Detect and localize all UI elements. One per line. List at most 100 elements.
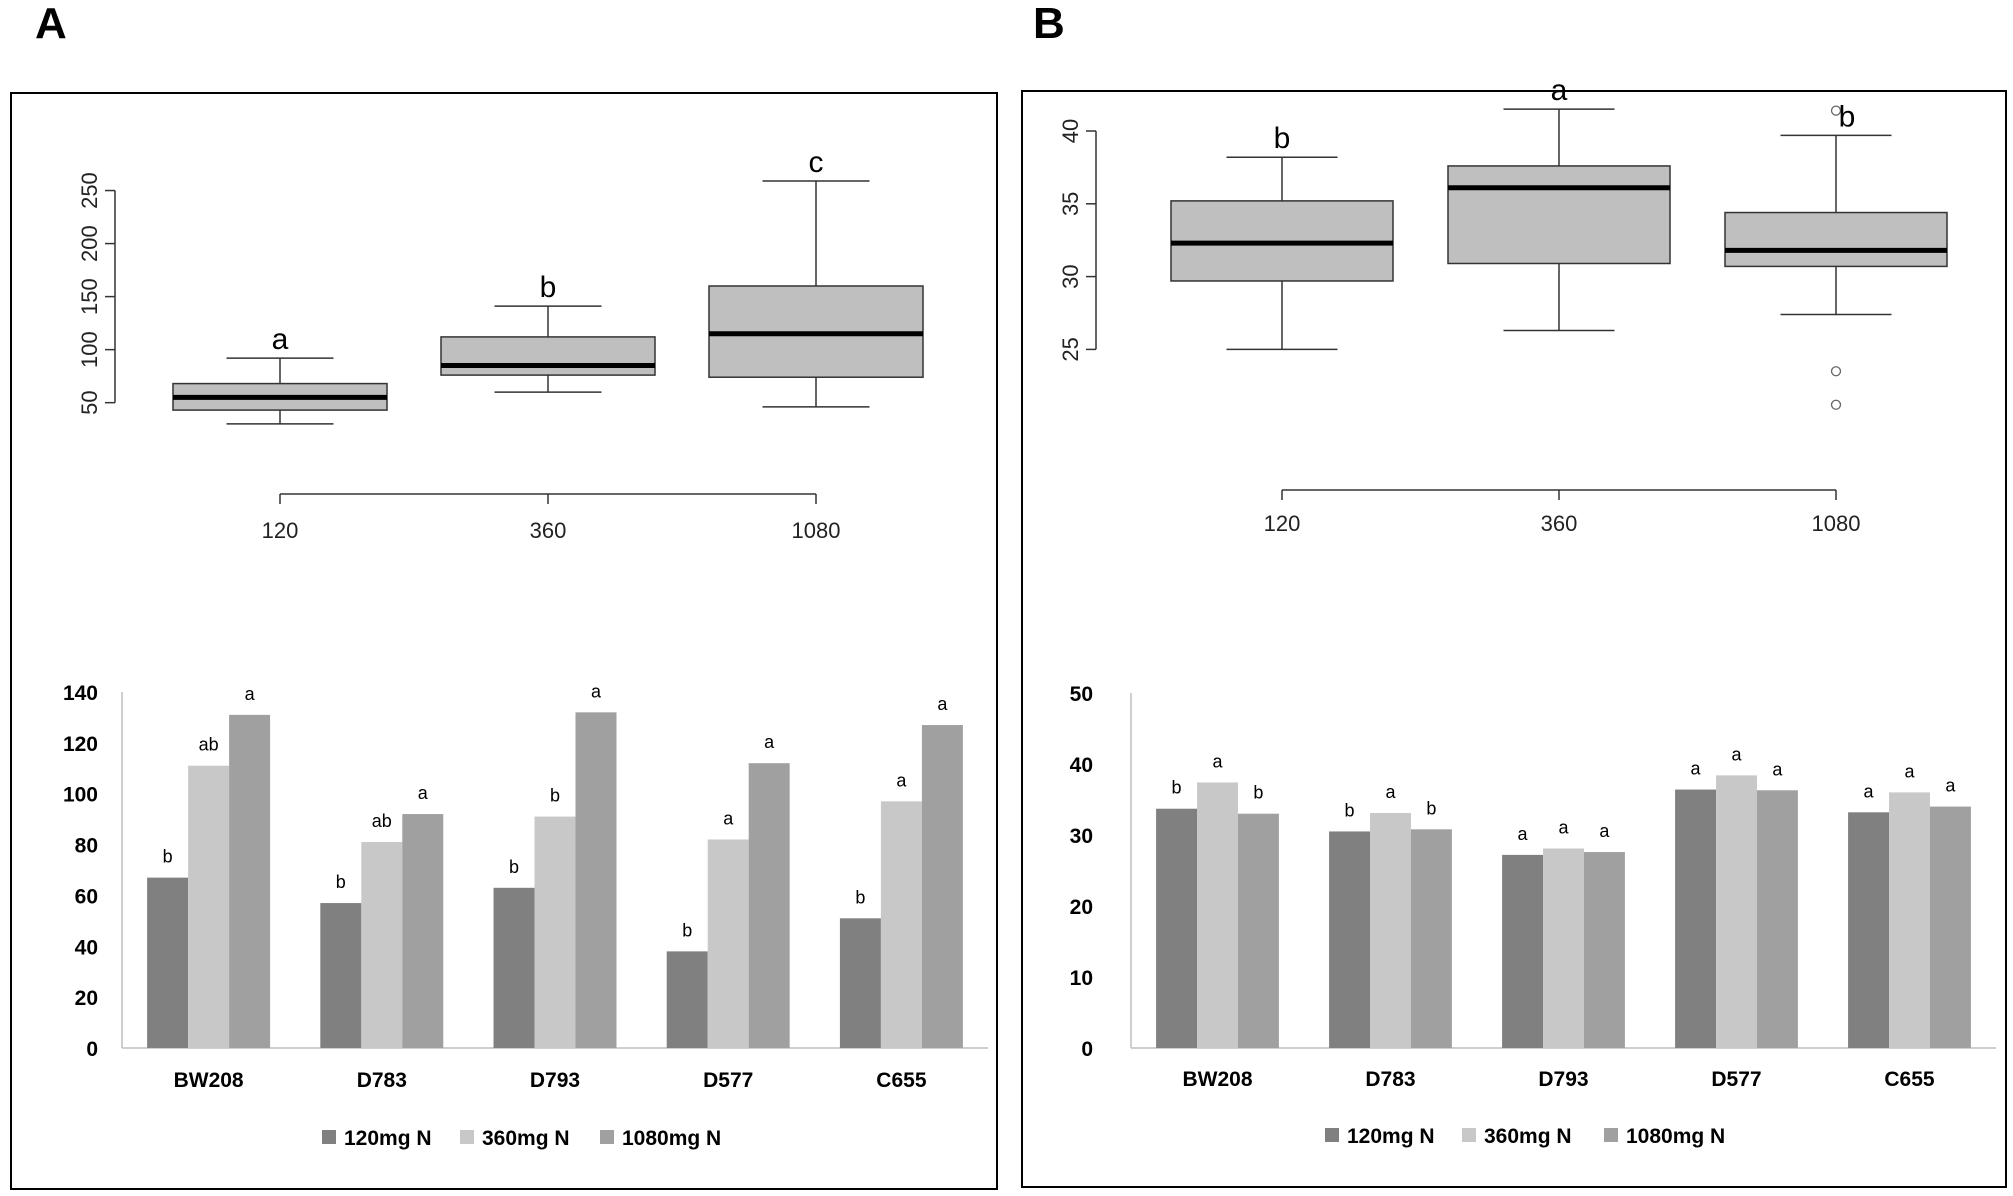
B-bar-y-tick-label: 20 [1070, 896, 1093, 919]
A-box-y-tick-label: 250 [77, 172, 102, 209]
A-bar-bar [361, 842, 403, 1048]
A-bar-bar [320, 903, 362, 1048]
B-box-outlier [1830, 366, 1842, 377]
A-bar-bar-sig-label: a [896, 770, 907, 790]
B-bar-legend-label: 120mg N [1347, 1125, 1435, 1148]
B-bar-bar-sig-label: a [1558, 817, 1569, 837]
B-bar-bar-sig-label: a [1518, 824, 1529, 844]
B-box-x-tick-label: 120 [1264, 511, 1301, 536]
A-bar-category-label: D577 [703, 1069, 753, 1092]
B-bar-bar [1848, 812, 1890, 1048]
B-bar-bar-sig-label: b [1253, 783, 1263, 803]
B-box-y-tick-label: 40 [1058, 119, 1083, 143]
A-bar-bar [493, 887, 535, 1048]
B-box-y-tick-label: 35 [1058, 192, 1083, 216]
B-bar-legend-label: 360mg N [1484, 1125, 1572, 1148]
B-bar-bar [1329, 831, 1371, 1048]
B-bar-y-tick-label: 30 [1070, 825, 1093, 848]
A-bar-y-tick-label: 120 [63, 733, 98, 756]
A-bar-bar-sig-label: b [682, 920, 692, 940]
B-box-x-tick-label: 1080 [1812, 511, 1861, 536]
B-box-x-tick-label: 360 [1541, 511, 1578, 536]
B-bar-bar-sig-label: a [1212, 751, 1223, 771]
B-bar-y-tick-label: 10 [1070, 967, 1093, 990]
A-bar-legend-swatch [322, 1130, 336, 1144]
B-bar-legend-swatch [1325, 1128, 1339, 1142]
A-box-y-tick-label: 100 [77, 331, 102, 368]
B-box-y-tick-label: 25 [1058, 337, 1083, 361]
B-bar-bar [1756, 790, 1798, 1048]
B-bar-category-label: BW208 [1182, 1068, 1252, 1091]
A-bar-y-tick-label: 80 [75, 835, 98, 858]
A-bar-bar [880, 801, 922, 1048]
A-box-x-tick-label: 120 [262, 518, 299, 543]
A-bar-legend-label: 1080mg N [622, 1127, 721, 1150]
B-bar-y-tick-label: 50 [1070, 683, 1093, 706]
B-box-box [1724, 211, 1948, 268]
B-bar-bar-sig-label: a [1864, 781, 1875, 801]
B-box-box [1447, 165, 1671, 265]
B-bar-legend-label: 1080mg N [1626, 1125, 1725, 1148]
A-bar-y-tick-label: 100 [63, 784, 98, 807]
A-bar-category-label: C655 [876, 1069, 927, 1092]
B-bar-bar-sig-label: a [1599, 821, 1610, 841]
A-bar-bar-sig-label: a [723, 808, 734, 828]
A-bar-bar-sig-label: b [509, 857, 519, 877]
A-bar-bar [534, 816, 576, 1048]
B-bar-bar-sig-label: b [1426, 798, 1436, 818]
B-bar-bar [1716, 775, 1757, 1048]
B-box-sig-letter: a [1551, 74, 1568, 107]
B-bar-y-tick-label: 40 [1070, 754, 1093, 777]
A-bar-bar [921, 725, 963, 1048]
A-bar-bar [748, 763, 790, 1048]
A-bar-bar-sig-label: a [591, 681, 602, 701]
A-bar-bar [839, 918, 881, 1048]
A-bar-category-label: D793 [530, 1069, 580, 1092]
A-bar-legend-label: 360mg N [482, 1127, 570, 1150]
B-bar-bar [1543, 848, 1584, 1048]
B-bar-category-label: D577 [1711, 1068, 1761, 1091]
A-bar-legend-swatch [460, 1130, 474, 1144]
B-bar-bar [1197, 782, 1238, 1048]
B-bar-bar-sig-label: b [1345, 800, 1355, 820]
A-box-sig-letter: a [272, 323, 289, 356]
B-box-sig-letter: b [1839, 100, 1856, 133]
A-bar-legend-swatch [600, 1130, 614, 1144]
B-bar-bar [1237, 813, 1279, 1048]
A-bar-y-tick-label: 140 [63, 682, 98, 705]
A-bar-bar-sig-label: b [163, 847, 173, 867]
A-bar-bar [575, 712, 617, 1048]
B-bar-bar [1889, 792, 1930, 1048]
B-box-outlier [1830, 399, 1842, 410]
B-bar-bar-sig-label: a [1385, 782, 1396, 802]
A-bar-y-tick-label: 60 [75, 885, 98, 908]
A-bar-bar-sig-label: b [855, 887, 865, 907]
B-box-y-tick-label: 30 [1058, 264, 1083, 288]
A-box-y-tick-label: 50 [77, 390, 102, 414]
A-bar-category-label: D783 [357, 1069, 407, 1092]
A-bar-category-label: BW208 [174, 1069, 244, 1092]
B-bar-bar [1156, 808, 1198, 1048]
A-bar-bar [707, 839, 749, 1048]
panel-letter-b: B [1033, 0, 1065, 48]
A-bar-y-tick-label: 0 [86, 1038, 98, 1061]
B-box-outlier [1830, 105, 1842, 116]
A-bar-bar [188, 765, 230, 1048]
panel-a-frame [10, 92, 998, 1190]
B-bar-bar [1502, 854, 1544, 1048]
panel-letter-a: A [35, 0, 67, 48]
B-bar-bar-sig-label: b [1172, 778, 1182, 798]
A-bar-bar [147, 877, 189, 1048]
B-bar-category-label: D783 [1365, 1068, 1415, 1091]
A-bar-bar-sig-label: a [418, 783, 429, 803]
A-bar-bar [402, 814, 444, 1048]
A-bar-bar-sig-label: ab [372, 811, 392, 831]
A-box-x-tick-label: 1080 [792, 518, 841, 543]
B-bar-bar [1370, 812, 1411, 1048]
B-bar-y-tick-label: 0 [1081, 1038, 1093, 1061]
A-bar-bar-sig-label: ab [199, 735, 219, 755]
A-bar-bar-sig-label: a [937, 694, 948, 714]
B-bar-bar [1675, 789, 1717, 1048]
